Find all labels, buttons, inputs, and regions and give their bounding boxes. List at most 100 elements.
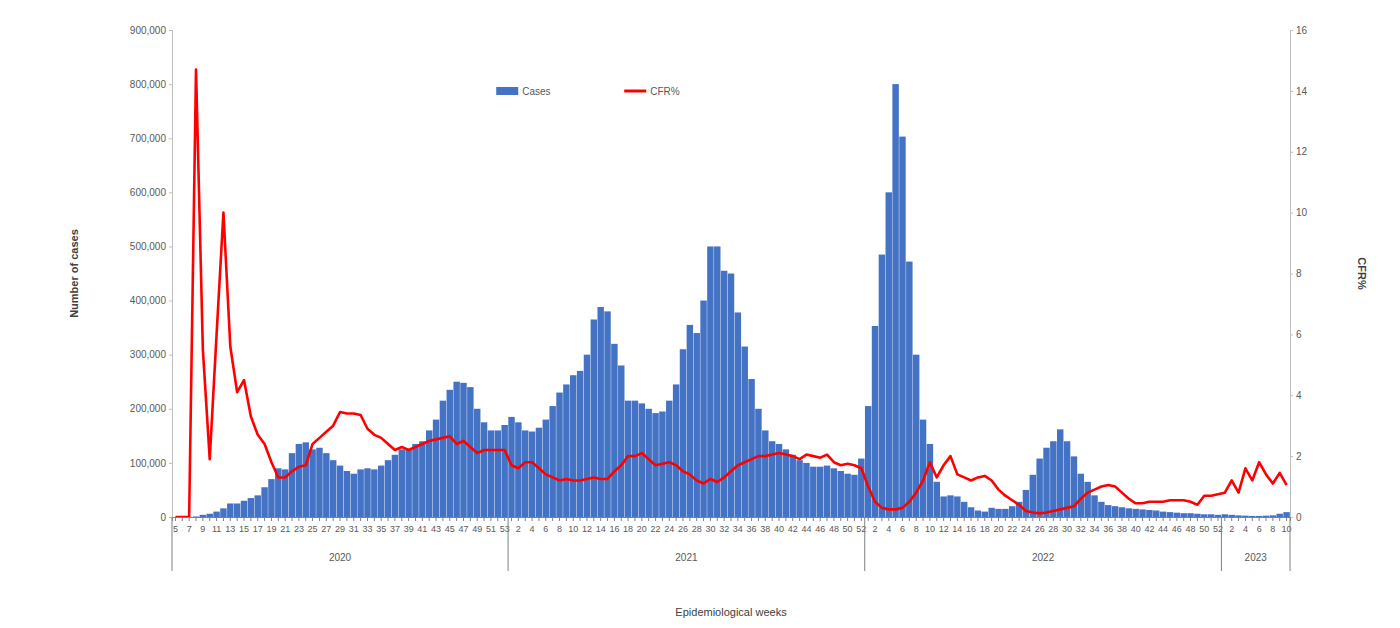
tick-mark xyxy=(888,517,889,521)
bar xyxy=(741,347,747,517)
tick-mark xyxy=(237,517,238,521)
tick-mark xyxy=(765,517,766,521)
tick-label: 22 xyxy=(1007,524,1017,534)
tick: 6 xyxy=(543,517,548,534)
bar xyxy=(481,422,487,517)
tick xyxy=(1183,517,1184,521)
tick: 0 xyxy=(160,512,172,523)
bar xyxy=(1201,514,1207,517)
tick-mark xyxy=(169,246,172,247)
bar xyxy=(1153,511,1159,517)
tick: 46 xyxy=(1172,517,1182,534)
bar xyxy=(707,246,713,517)
tick-label: 600,000 xyxy=(130,187,167,198)
tick: 22 xyxy=(1007,517,1017,534)
tick-mark xyxy=(703,517,704,521)
tick-mark xyxy=(669,517,670,521)
tick: 22 xyxy=(651,517,661,534)
tick xyxy=(936,517,937,521)
tick: 16 xyxy=(966,517,976,534)
bar xyxy=(927,444,933,517)
tick-mark xyxy=(861,517,862,521)
tick: 29 xyxy=(335,517,345,534)
tick-label: 8 xyxy=(1296,268,1302,279)
bar xyxy=(1132,509,1138,517)
tick: 6 xyxy=(1290,329,1302,340)
bar xyxy=(680,349,686,517)
tick-mark xyxy=(532,517,533,521)
tick-label: 26 xyxy=(678,524,688,534)
tick xyxy=(909,517,910,521)
tick-label: 15 xyxy=(239,524,249,534)
tick-mark xyxy=(169,30,172,31)
tick-label: 11 xyxy=(212,524,221,534)
tick xyxy=(991,517,992,521)
tick: 2 xyxy=(1290,451,1302,462)
tick-label: 8 xyxy=(1270,524,1275,534)
tick-mark xyxy=(415,517,416,521)
tick: 24 xyxy=(664,517,674,534)
tick-label: 300,000 xyxy=(130,349,167,360)
bar xyxy=(412,444,418,517)
tick-mark xyxy=(1039,517,1040,521)
tick-mark xyxy=(854,517,855,521)
tick-mark xyxy=(250,517,251,521)
tick-mark xyxy=(1211,517,1212,521)
tick: 2 xyxy=(873,517,878,534)
tick xyxy=(868,517,869,521)
bar xyxy=(796,460,802,517)
bar xyxy=(1112,506,1118,517)
tick-mark xyxy=(710,517,711,521)
tick-label: 31 xyxy=(349,524,359,534)
line xyxy=(175,70,1286,517)
tick-label: 9 xyxy=(200,524,205,534)
tick-mark xyxy=(1290,456,1293,457)
tick xyxy=(442,517,443,521)
tick-label: 12 xyxy=(582,524,592,534)
tick: 46 xyxy=(815,517,825,534)
tick: 12 xyxy=(582,517,592,534)
tick: 47 xyxy=(458,517,468,534)
tick-mark xyxy=(916,517,917,521)
bar xyxy=(1194,514,1200,517)
tick-mark xyxy=(820,517,821,521)
tick xyxy=(456,517,457,521)
tick: 900,000 xyxy=(130,25,172,36)
tick-mark xyxy=(977,517,978,521)
tick: 36 xyxy=(747,517,757,534)
tick: 14 xyxy=(1290,86,1308,97)
tick-label: 400,000 xyxy=(130,295,167,306)
tick-mark xyxy=(559,517,560,521)
axis: 0100,000200,000300,000400,000500,000600,… xyxy=(130,25,173,523)
bar xyxy=(769,441,775,517)
tick: 26 xyxy=(1035,517,1045,534)
bar xyxy=(522,430,528,517)
tick-mark xyxy=(271,517,272,521)
tick-mark xyxy=(422,517,423,521)
bar xyxy=(392,455,398,517)
tick xyxy=(593,517,594,521)
tick xyxy=(223,517,224,521)
tick xyxy=(511,517,512,521)
tick-mark xyxy=(641,517,642,521)
bar xyxy=(961,502,967,517)
tick-label: 4 xyxy=(886,524,891,534)
tick-label: 44 xyxy=(801,524,811,534)
tick-mark xyxy=(936,517,937,521)
legend-swatch xyxy=(496,87,518,95)
tick-label: 35 xyxy=(376,524,386,534)
tick: 8 xyxy=(914,517,919,534)
tick-mark xyxy=(600,517,601,521)
tick-label: 900,000 xyxy=(130,25,167,36)
tick-mark xyxy=(1094,517,1095,521)
tick-label: 16 xyxy=(609,524,619,534)
bar xyxy=(255,495,261,517)
tick-label: 32 xyxy=(719,524,729,534)
tick xyxy=(758,517,759,521)
tick: 500,000 xyxy=(130,241,172,252)
group-label: 2020 xyxy=(329,552,352,563)
bar xyxy=(296,444,302,517)
tick-mark xyxy=(1290,152,1293,153)
legend: CasesCFR% xyxy=(496,86,680,97)
bar xyxy=(1270,515,1276,517)
